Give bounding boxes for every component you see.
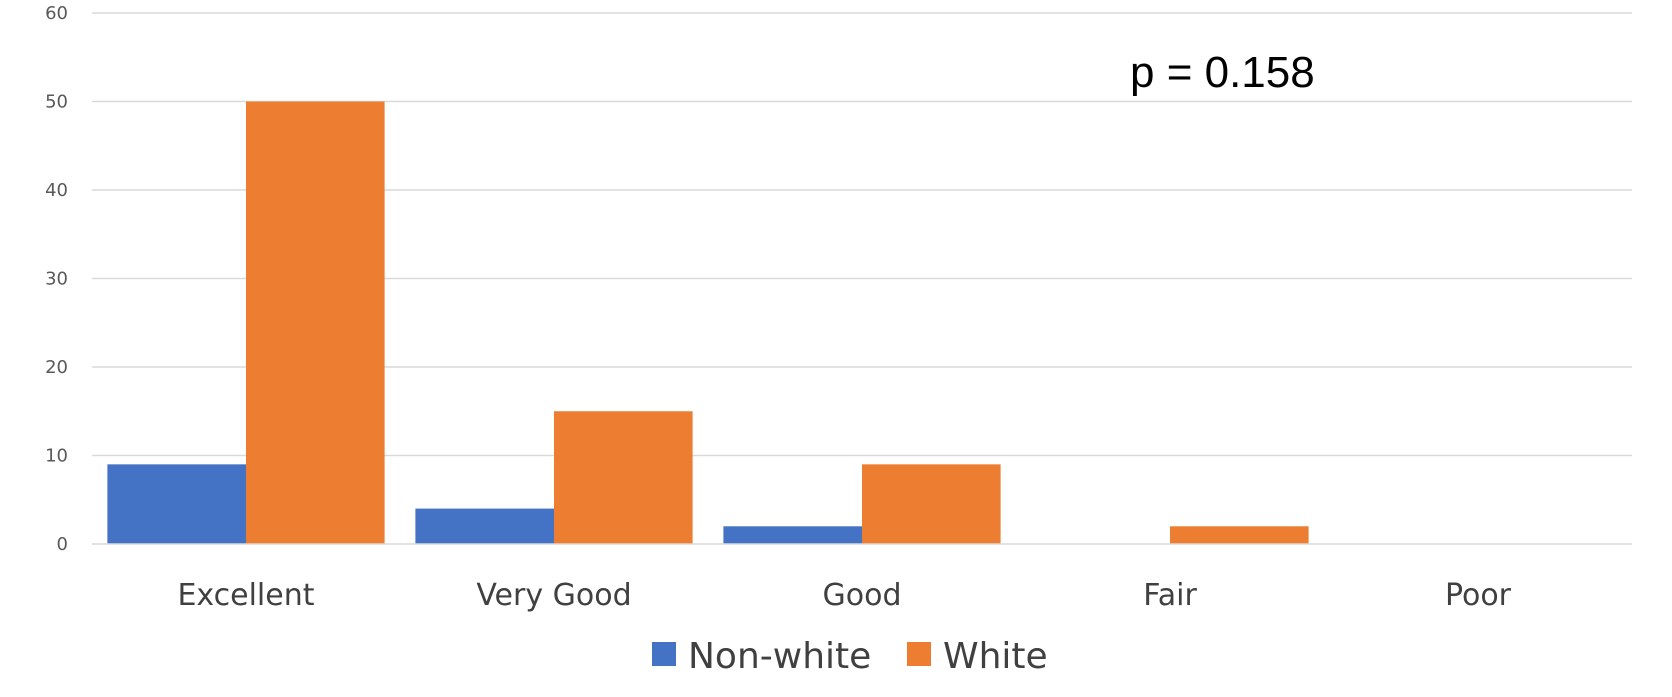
x-tick-label: Good [823,578,902,613]
bar-non-white-good [723,526,862,544]
bar-white-good [862,464,1001,544]
y-tick-label: 40 [45,180,68,201]
p-value-annotation: p = 0.158 [1130,48,1315,97]
x-tick-label: Fair [1143,578,1197,613]
y-tick-label: 10 [45,446,68,467]
y-tick-label: 20 [45,357,68,378]
legend-swatch-white [907,642,931,666]
legend-swatch-non-white [652,642,676,666]
x-tick-label: Excellent [177,578,314,613]
y-tick-label: 0 [57,534,68,555]
bars [107,101,1309,544]
legend-label-white: White [943,636,1048,677]
y-axis-tick-labels: 0 10 20 30 40 50 60 [45,3,68,555]
y-tick-label: 50 [45,92,68,113]
bar-non-white-excellent [107,464,247,544]
bar-white-very-good [554,411,693,544]
x-axis-tick-labels: Excellent Very Good Good Fair Poor [177,578,1511,613]
x-tick-label: Poor [1445,578,1512,613]
legend-label-non-white: Non-white [688,636,871,677]
y-tick-label: 30 [45,269,68,290]
bar-white-excellent [246,101,385,544]
bar-white-fair [1170,526,1309,544]
x-tick-label: Very Good [476,578,631,613]
y-tick-label: 60 [45,3,68,24]
bar-non-white-very-good [415,508,554,544]
legend: Non-white White [652,636,1048,677]
